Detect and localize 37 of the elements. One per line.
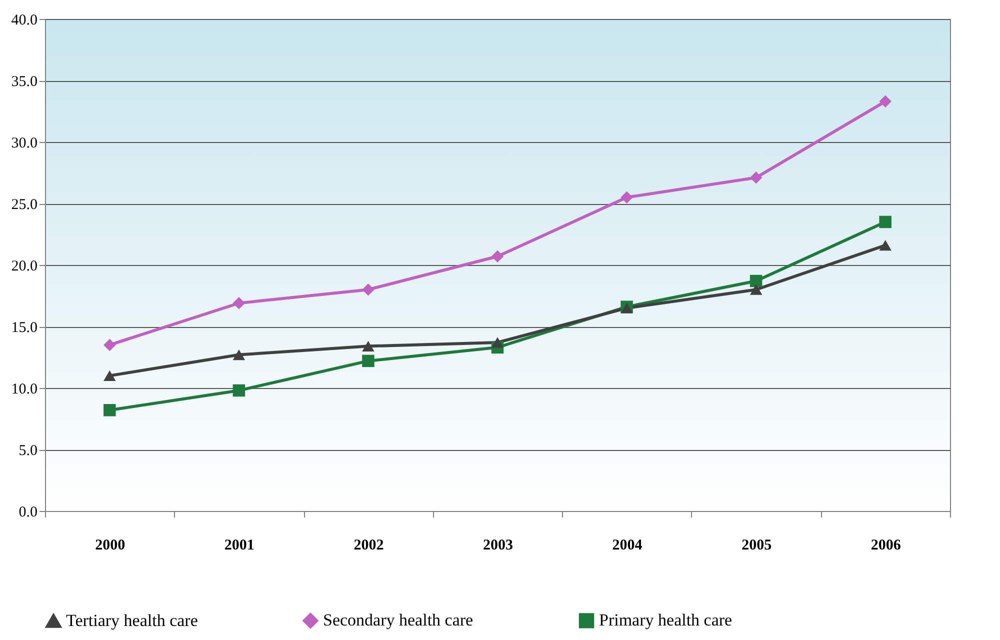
point bbox=[104, 338, 116, 352]
y-tick-label: 0.0 bbox=[18, 504, 38, 520]
x-tick-label: 2001 bbox=[224, 538, 254, 554]
point bbox=[362, 340, 374, 352]
point bbox=[362, 283, 374, 296]
point bbox=[750, 274, 762, 288]
point bbox=[232, 384, 246, 397]
legend-label: Secondary health care bbox=[323, 610, 474, 630]
point bbox=[491, 250, 504, 263]
y-tick-label: 20.0 bbox=[11, 258, 38, 274]
point bbox=[362, 354, 374, 368]
point bbox=[750, 284, 762, 295]
y-tick-label: 10.0 bbox=[11, 382, 38, 398]
y-tick-label: 40.0 bbox=[11, 12, 38, 28]
y-tick-label: 5.0 bbox=[18, 443, 38, 459]
y-tick-label: 35.0 bbox=[11, 74, 38, 90]
x-tick-label: 2006 bbox=[870, 538, 902, 554]
legend-label: Tertiary health care bbox=[66, 611, 198, 630]
x-tick-label: 2000 bbox=[95, 538, 126, 554]
y-tick-label: 25.0 bbox=[11, 197, 38, 213]
point bbox=[104, 370, 116, 382]
point bbox=[879, 95, 892, 108]
point bbox=[232, 349, 246, 360]
point bbox=[491, 337, 504, 348]
point bbox=[879, 240, 892, 251]
point bbox=[104, 404, 116, 416]
x-tick-label: 2002 bbox=[354, 538, 384, 554]
x-tick-label: 2004 bbox=[612, 538, 643, 554]
point bbox=[750, 172, 762, 184]
point bbox=[620, 191, 633, 204]
point bbox=[232, 297, 246, 310]
x-tick-label: 2003 bbox=[483, 538, 513, 554]
legend-label: Primary health care bbox=[599, 610, 732, 630]
point bbox=[879, 216, 892, 228]
y-tick-label: 15.0 bbox=[11, 320, 38, 336]
x-tick-label: 2005 bbox=[742, 538, 772, 554]
y-tick-label: 30.0 bbox=[11, 136, 38, 152]
